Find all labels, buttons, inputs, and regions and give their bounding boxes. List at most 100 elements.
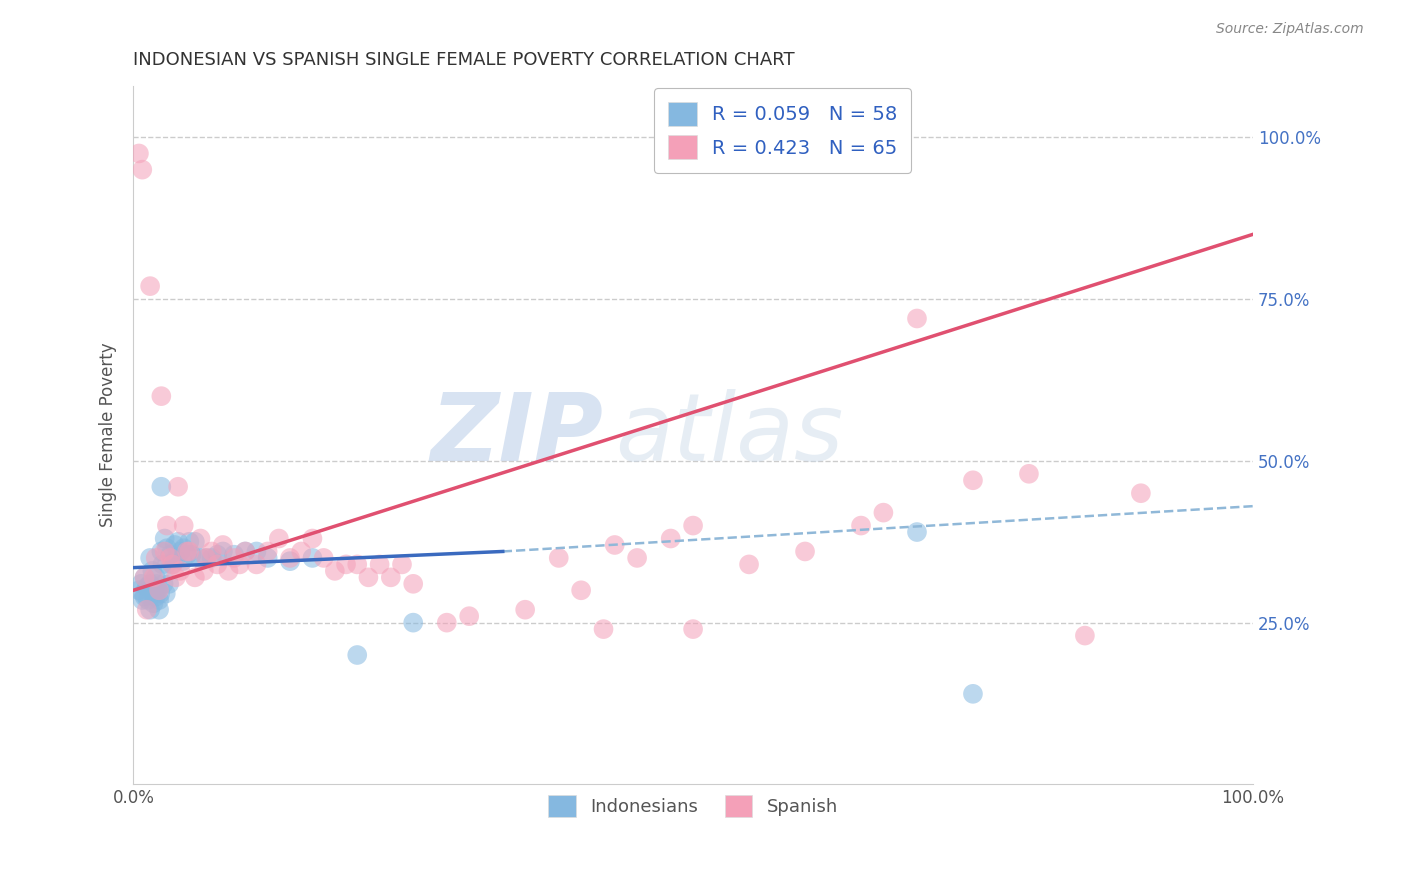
Point <box>312 550 335 565</box>
Point <box>228 558 250 572</box>
Point <box>150 544 173 558</box>
Point <box>129 577 152 591</box>
Point <box>134 570 156 584</box>
Point <box>256 544 278 558</box>
Point <box>626 550 648 565</box>
Point <box>134 570 156 584</box>
Point <box>193 564 215 578</box>
Point <box>569 583 592 598</box>
Point <box>278 554 301 568</box>
Point <box>165 570 187 584</box>
Point <box>143 586 166 600</box>
Point <box>152 558 174 572</box>
Point <box>212 544 235 558</box>
Point <box>145 590 167 604</box>
Point <box>159 548 181 562</box>
Point <box>176 548 198 562</box>
Point <box>849 518 872 533</box>
Point <box>176 544 198 558</box>
Point <box>218 564 240 578</box>
Point <box>682 518 704 533</box>
Point <box>245 558 267 572</box>
Point <box>157 577 180 591</box>
Text: INDONESIAN VS SPANISH SINGLE FEMALE POVERTY CORRELATION CHART: INDONESIAN VS SPANISH SINGLE FEMALE POVE… <box>134 51 794 69</box>
Point <box>146 583 169 598</box>
Point <box>207 548 229 562</box>
Point <box>132 586 155 600</box>
Point <box>962 473 984 487</box>
Point <box>335 558 357 572</box>
Point <box>290 544 312 558</box>
Point <box>141 564 163 578</box>
Point <box>139 279 162 293</box>
Point <box>173 518 195 533</box>
Legend: Indonesians, Spanish: Indonesians, Spanish <box>541 788 845 824</box>
Point <box>391 558 413 572</box>
Y-axis label: Single Female Poverty: Single Female Poverty <box>100 343 117 527</box>
Point <box>402 577 425 591</box>
Point <box>179 544 201 558</box>
Text: atlas: atlas <box>614 390 844 481</box>
Point <box>179 534 201 549</box>
Point <box>201 550 224 565</box>
Point <box>256 550 278 565</box>
Point <box>135 603 157 617</box>
Point <box>153 544 176 558</box>
Point <box>357 570 380 584</box>
Point <box>245 544 267 558</box>
Point <box>153 532 176 546</box>
Point <box>368 558 391 572</box>
Point <box>162 558 184 572</box>
Point <box>515 603 537 617</box>
Point <box>173 541 195 556</box>
Point <box>278 550 301 565</box>
Point <box>592 622 614 636</box>
Point <box>458 609 481 624</box>
Point <box>180 548 202 562</box>
Point <box>905 311 928 326</box>
Point <box>128 583 150 598</box>
Point <box>682 622 704 636</box>
Point <box>156 541 179 556</box>
Point <box>150 389 173 403</box>
Point <box>159 550 181 565</box>
Point <box>172 554 194 568</box>
Text: ZIP: ZIP <box>430 389 603 481</box>
Point <box>380 570 402 584</box>
Point <box>148 583 170 598</box>
Point <box>146 577 169 591</box>
Point <box>962 687 984 701</box>
Point <box>184 570 207 584</box>
Point <box>128 146 150 161</box>
Point <box>267 532 290 546</box>
Point <box>301 550 323 565</box>
Point <box>131 593 153 607</box>
Point <box>162 558 184 572</box>
Point <box>169 564 191 578</box>
Point <box>402 615 425 630</box>
Point <box>139 603 162 617</box>
Point <box>156 558 179 572</box>
Point <box>142 570 165 584</box>
Point <box>139 550 162 565</box>
Point <box>436 615 458 630</box>
Point <box>346 648 368 662</box>
Point <box>659 532 682 546</box>
Point <box>190 550 212 565</box>
Point <box>603 538 626 552</box>
Point <box>190 532 212 546</box>
Point <box>346 558 368 572</box>
Point <box>201 544 224 558</box>
Point <box>134 590 156 604</box>
Point <box>738 558 761 572</box>
Point <box>905 524 928 539</box>
Point <box>207 558 229 572</box>
Text: Source: ZipAtlas.com: Source: ZipAtlas.com <box>1216 22 1364 37</box>
Point <box>131 162 153 177</box>
Point <box>212 538 235 552</box>
Point <box>323 564 346 578</box>
Point <box>149 586 172 600</box>
Point <box>135 580 157 594</box>
Point <box>156 518 179 533</box>
Point <box>222 548 245 562</box>
